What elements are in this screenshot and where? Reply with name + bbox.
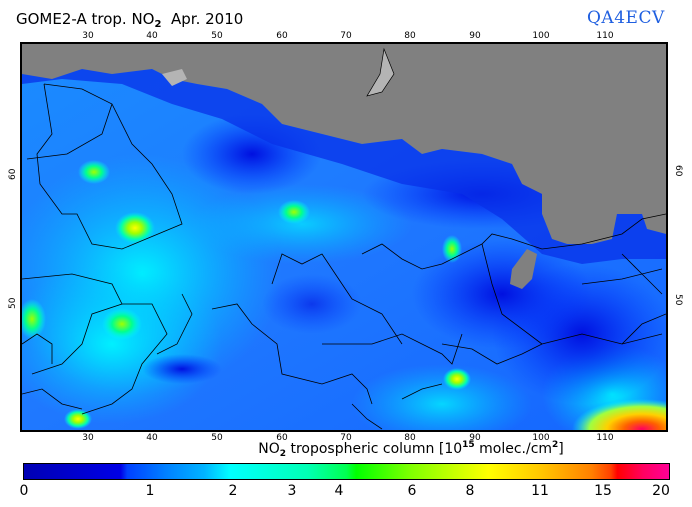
lon-tick-bottom: 80: [404, 433, 416, 443]
colorbar-tick: 2: [228, 483, 238, 499]
colorbar-tick: 6: [407, 483, 417, 499]
colorbar-label-units-exponent: 2: [552, 440, 559, 450]
lon-tick-top: 100: [532, 31, 550, 41]
colorbar-label-middle: tropospheric column [10: [286, 441, 463, 457]
lon-tick-top: 40: [146, 31, 158, 41]
brand-logo: QA4ECV: [587, 8, 665, 28]
colorbar-label: NO2 tropospheric column [1015 molec./cm2…: [0, 440, 692, 459]
colorbar: [23, 463, 670, 480]
lon-tick-bottom: 70: [340, 433, 352, 443]
lon-tick-bottom: 60: [276, 433, 288, 443]
lon-tick-bottom: 30: [82, 433, 94, 443]
title-subscript: 2: [154, 19, 162, 30]
colorbar-label-sub: 2: [279, 449, 286, 459]
map-canvas: [22, 44, 666, 430]
lon-tick-bottom: 50: [211, 433, 223, 443]
colorbar-tick: 20: [652, 483, 670, 499]
title-period: Apr. 2010: [171, 10, 244, 28]
lon-tick-bottom: 100: [532, 433, 550, 443]
lon-tick-bottom: 110: [596, 433, 614, 443]
colorbar-tick: 8: [465, 483, 475, 499]
title-product: GOME2-A trop. NO: [16, 10, 155, 28]
colorbar-tick: 4: [334, 483, 344, 499]
colorbar-label-prefix: NO: [258, 441, 280, 457]
colorbar-tick: 11: [531, 483, 549, 499]
lon-tick-top: 30: [82, 31, 94, 41]
colorbar-tick: 3: [287, 483, 297, 499]
map-title: GOME2-A trop. NO2 Apr. 2010: [16, 10, 243, 30]
lat-tick-right: 50: [673, 294, 683, 306]
no2-map[interactable]: [20, 42, 668, 432]
colorbar-label-exponent: 15: [462, 440, 475, 450]
colorbar-tick: 15: [594, 483, 612, 499]
lon-tick-top: 90: [469, 31, 481, 41]
lat-tick-right: 60: [673, 165, 683, 177]
lon-tick-top: 60: [276, 31, 288, 41]
lat-tick-left: 60: [8, 168, 18, 180]
lon-tick-top: 80: [404, 31, 416, 41]
colorbar-tick: 1: [145, 483, 155, 499]
lon-tick-bottom: 40: [146, 433, 158, 443]
lon-tick-top: 70: [340, 31, 352, 41]
lon-tick-top: 50: [211, 31, 223, 41]
lon-tick-bottom: 90: [469, 433, 481, 443]
lon-tick-top: 110: [596, 31, 614, 41]
colorbar-tick: 0: [19, 483, 29, 499]
colorbar-label-end: ]: [558, 441, 564, 457]
lat-tick-left: 50: [8, 297, 18, 309]
colorbar-label-units: molec./cm: [474, 441, 553, 457]
